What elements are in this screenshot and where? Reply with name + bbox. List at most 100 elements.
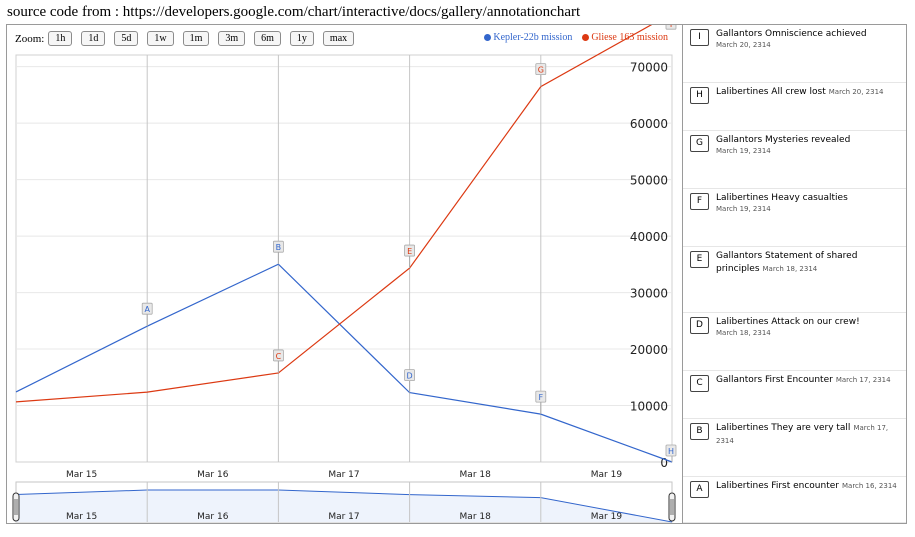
- range-right-handle[interactable]: [668, 492, 676, 522]
- gliese-series-line: [15, 25, 653, 403]
- annotation-flag-letter: G: [538, 66, 544, 75]
- annotation-flag-letter: A: [144, 305, 150, 314]
- annotation-date: March 17, 2314: [835, 376, 891, 384]
- annotation-date: March 19, 2314: [716, 205, 771, 213]
- y-tick-label: 30000: [630, 287, 668, 301]
- range-x-tick-label: Mar 15: [66, 512, 97, 522]
- annotation-flag-letter: I: [670, 25, 672, 29]
- legend-item-kepler[interactable]: Kepler-22b mission: [484, 32, 572, 43]
- annotation-letter: B: [690, 423, 709, 440]
- annotation-flag-letter: B: [276, 243, 282, 252]
- x-tick-label: Mar 16: [197, 470, 229, 480]
- annotation-row-e[interactable]: E Gallantors Statement of shared principl…: [683, 247, 906, 313]
- annotation-title: Lalibertines First encounter: [716, 481, 839, 491]
- annotation-title: Gallantors Mysteries revealed: [716, 135, 851, 145]
- annotation-title: Gallantors First Encounter: [716, 375, 833, 385]
- annotation-text: Lalibertines Attack on our crew! March 18…: [716, 313, 906, 338]
- annotation-chart: Zoom: 1h 1d 5d 1w 1m 3m 6m 1y max Kepler…: [6, 24, 907, 524]
- zoom-label: Zoom:: [15, 32, 45, 45]
- annotation-flag: [272, 240, 284, 253]
- annotation-letter: C: [690, 375, 709, 392]
- annotation-row-d[interactable]: D Lalibertines Attack on our crew! March 1…: [683, 313, 906, 371]
- annotation-title: Lalibertines Attack on our crew!: [716, 317, 860, 327]
- annotation-row-a[interactable]: A Lalibertines First encounter March 16, 2…: [683, 477, 906, 523]
- y-tick-label: 40000: [630, 230, 668, 244]
- zoom-3m-button[interactable]: 3m: [218, 31, 246, 46]
- annotation-text: Gallantors Omniscience achieved March 20,…: [716, 25, 906, 50]
- annotation-title: Lalibertines Heavy casualties: [716, 193, 848, 203]
- annotation-date: March 19, 2314: [716, 147, 771, 155]
- source-note: source code from : https://developers.go…: [7, 4, 581, 20]
- annotation-table: I Gallantors Omniscience achieved March 20…: [683, 25, 906, 523]
- annotation-text: Lalibertines Heavy casualties March 19, 2…: [716, 189, 906, 214]
- annotation-flag-letter: E: [407, 247, 412, 256]
- range-x-tick-label: Mar 16: [197, 512, 229, 522]
- annotation-title: Gallantors Omniscience achieved: [716, 29, 867, 39]
- x-tick-label: Mar 15: [66, 470, 97, 480]
- range-x-tick-label: Mar 17: [328, 512, 359, 522]
- annotation-row-g[interactable]: G Gallantors Mysteries revealed March 19, …: [683, 131, 906, 189]
- y-tick-label: 50000: [630, 174, 668, 188]
- annotation-date: March 20, 2314: [716, 41, 771, 49]
- annotation-flag-letter: F: [538, 393, 543, 402]
- annotation-date: March 16, 2314: [841, 482, 897, 490]
- annotation-flag: [665, 25, 677, 30]
- annotation-flag: [665, 444, 677, 457]
- range-area-fill: [16, 490, 672, 522]
- zoom-max-button[interactable]: max: [322, 31, 355, 46]
- y-tick-label: 70000: [630, 61, 668, 75]
- annotation-date: March 20, 2314: [828, 88, 884, 96]
- zoom-1y-button[interactable]: 1y: [289, 31, 314, 46]
- range-series-line: [15, 489, 673, 523]
- annotation-date: March 18, 2314: [716, 329, 771, 337]
- chart-area: Zoom: 1h 1d 5d 1w 1m 3m 6m 1y max Kepler…: [7, 25, 683, 523]
- annotation-title: Gallantors Statement of shared principle…: [716, 251, 858, 274]
- annotation-flag-letter: D: [407, 372, 413, 381]
- annotation-letter: D: [690, 317, 709, 334]
- plot-frame: [15, 54, 673, 463]
- y-tick-label: 0: [660, 456, 668, 470]
- kepler-legend-label: Kepler-22b mission: [493, 32, 573, 43]
- annotation-flag: [272, 349, 284, 362]
- annotation-flag: [141, 302, 153, 315]
- annotation-flag: [535, 390, 547, 403]
- range-x-tick-label: Mar 18: [460, 512, 492, 522]
- annotation-row-f[interactable]: F Lalibertines Heavy casualties March 19, …: [683, 189, 906, 247]
- annotation-text: Lalibertines All crew lost March 20, 2314: [716, 83, 906, 99]
- x-tick-label: Mar 18: [460, 470, 492, 480]
- kepler-legend-dot: [484, 34, 492, 41]
- line-chart-svg: 0 10000 20000 30000 40000 50000 60000 70000 Mar …: [12, 25, 677, 523]
- y-tick-label: 20000: [630, 343, 668, 357]
- annotation-flag: [404, 369, 416, 382]
- x-tick-label: Mar 17: [328, 470, 359, 480]
- annotation-date: March 17, 2314: [716, 424, 889, 445]
- y-tick-label: 10000: [630, 400, 668, 414]
- annotation-text: Gallantors Statement of shared principle…: [716, 247, 906, 276]
- annotation-letter: A: [690, 481, 709, 498]
- annotation-text: Lalibertines First encounter March 16, 23…: [716, 477, 906, 493]
- annotation-title: Lalibertines They are very tall: [716, 423, 851, 433]
- annotation-row-c[interactable]: C Gallantors First Encounter March 17, 231…: [683, 371, 906, 419]
- annotation-letter: G: [690, 135, 709, 152]
- annotation-text: Lalibertines They are very tall March 17,…: [716, 419, 906, 448]
- annotation-row-b[interactable]: B Lalibertines They are very tall March 17…: [683, 419, 906, 477]
- annotation-date: March 18, 2314: [762, 265, 818, 273]
- range-left-handle[interactable]: [12, 492, 20, 522]
- zoom-1w-button[interactable]: 1w: [147, 31, 174, 46]
- kepler-series-line: [15, 263, 673, 463]
- annotation-title: Lalibertines All crew lost: [716, 87, 826, 97]
- annotation-flag: [404, 244, 416, 257]
- annotation-flag-letter: C: [276, 352, 282, 361]
- zoom-6m-button[interactable]: 6m: [254, 31, 281, 46]
- y-tick-label: 60000: [630, 117, 668, 131]
- annotation-letter: I: [690, 29, 709, 46]
- range-x-tick-label: Mar 19: [591, 512, 623, 522]
- annotation-row-i[interactable]: I Gallantors Omniscience achieved March 20…: [683, 25, 906, 83]
- zoom-5d-button[interactable]: 5d: [114, 31, 139, 46]
- zoom-1m-button[interactable]: 1m: [182, 31, 210, 46]
- annotation-text: Gallantors First Encounter March 17, 2314: [716, 371, 906, 387]
- annotation-row-h[interactable]: H Lalibertines All crew lost March 20, 231…: [683, 83, 906, 131]
- zoom-1d-button[interactable]: 1d: [81, 31, 106, 46]
- zoom-1h-button[interactable]: 1h: [48, 31, 73, 46]
- zoom-controls: Zoom: 1h 1d 5d 1w 1m 3m 6m 1y max: [15, 31, 363, 46]
